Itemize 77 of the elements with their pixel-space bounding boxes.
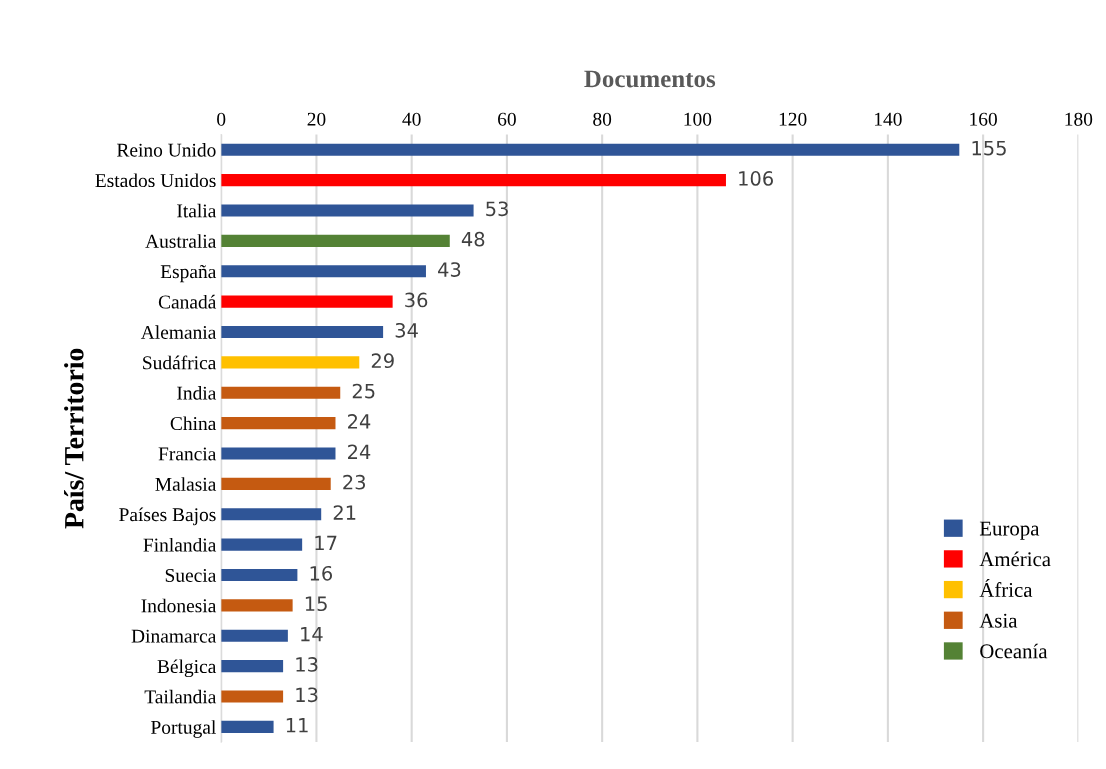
bar bbox=[221, 325, 384, 339]
data-label: 24 bbox=[348, 414, 371, 429]
x-tick-label: 120 bbox=[779, 112, 807, 126]
y-tick-label: Estados Unidos bbox=[95, 173, 216, 188]
bar bbox=[221, 538, 303, 551]
x-tick-label: 160 bbox=[970, 112, 997, 126]
bar bbox=[221, 690, 284, 703]
y-tick-label: China bbox=[170, 416, 217, 431]
bar bbox=[221, 568, 298, 582]
y-tick-label: Dinamarca bbox=[131, 629, 217, 643]
bar bbox=[221, 356, 360, 369]
data-label: 11 bbox=[286, 718, 308, 733]
data-label: 17 bbox=[315, 535, 337, 551]
x-tick-label: 180 bbox=[1065, 112, 1093, 126]
bar bbox=[221, 629, 288, 642]
legend-label: Asia bbox=[979, 613, 1018, 628]
data-label: 43 bbox=[438, 262, 461, 277]
y-tick-label: Alemania bbox=[140, 325, 217, 339]
legend-label: Europa bbox=[979, 521, 1040, 540]
y-tick-label: Australia bbox=[145, 234, 217, 248]
bar bbox=[221, 417, 336, 430]
x-tick-label: 40 bbox=[402, 112, 421, 126]
x-tick-label: 140 bbox=[875, 112, 902, 126]
data-label: 15 bbox=[305, 596, 327, 612]
y-axis-title: País/ Territorio bbox=[64, 348, 84, 529]
y-tick-label: España bbox=[160, 264, 217, 283]
data-label: 36 bbox=[405, 292, 428, 308]
data-label: 23 bbox=[343, 474, 366, 490]
data-label: 29 bbox=[371, 353, 394, 369]
bar bbox=[221, 599, 293, 612]
y-tick-label: Italia bbox=[177, 203, 217, 218]
data-label: 13 bbox=[296, 657, 318, 672]
y-tick-label: Bélgica bbox=[157, 659, 217, 678]
bar bbox=[221, 295, 393, 308]
bar bbox=[221, 508, 322, 521]
data-label: 53 bbox=[486, 201, 508, 217]
y-tick-label: India bbox=[177, 386, 217, 400]
y-tick-label: Malasia bbox=[155, 477, 217, 491]
x-tick-label: 20 bbox=[307, 112, 326, 126]
data-label: 14 bbox=[301, 626, 323, 642]
bar bbox=[221, 143, 960, 156]
data-label: 16 bbox=[310, 565, 333, 581]
data-label: 25 bbox=[352, 383, 375, 399]
data-label: 155 bbox=[972, 140, 1006, 156]
y-tick-label: Sudáfrica bbox=[143, 355, 217, 370]
y-tick-label: Indonesia bbox=[141, 598, 217, 613]
y-tick-label: Canadá bbox=[158, 294, 217, 309]
y-tick-label: Reino Unido bbox=[116, 143, 216, 157]
data-label: 13 bbox=[296, 687, 318, 703]
legend-label: América bbox=[979, 551, 1051, 567]
data-label: 24 bbox=[348, 444, 371, 459]
data-label: 106 bbox=[739, 171, 773, 186]
y-tick-label: Portugal bbox=[151, 720, 216, 738]
x-tick-label: 80 bbox=[593, 112, 612, 126]
x-axis-title: Documentos bbox=[584, 70, 716, 88]
y-tick-label: Países Bajos bbox=[119, 507, 216, 526]
data-label: 48 bbox=[461, 231, 485, 247]
data-label: 34 bbox=[395, 322, 418, 338]
y-tick-label: Tailandia bbox=[144, 689, 217, 704]
data-label: 21 bbox=[333, 505, 356, 520]
bar bbox=[221, 174, 726, 187]
bar bbox=[221, 447, 336, 460]
x-tick-label: 60 bbox=[498, 112, 516, 126]
bar bbox=[221, 386, 341, 399]
y-tick-label: Suecia bbox=[165, 568, 217, 582]
x-tick-label: 100 bbox=[684, 112, 712, 126]
legend-label: Oceanía bbox=[980, 643, 1048, 659]
bar bbox=[221, 204, 474, 217]
legend-label: África bbox=[979, 578, 1033, 597]
x-tick-label: 0 bbox=[217, 112, 226, 126]
bar bbox=[221, 265, 426, 278]
y-tick-label: Francia bbox=[158, 447, 217, 461]
bar bbox=[221, 660, 284, 673]
y-tick-label: Finlandia bbox=[143, 537, 217, 552]
bar bbox=[221, 720, 274, 733]
bar bbox=[221, 477, 331, 490]
bar bbox=[221, 234, 450, 247]
